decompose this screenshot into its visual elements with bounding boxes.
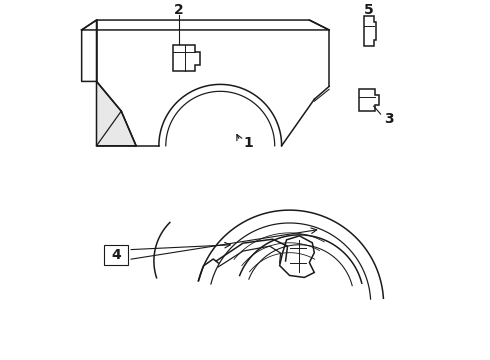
Text: 5: 5 <box>364 3 373 17</box>
Text: 1: 1 <box>243 136 253 150</box>
Text: 3: 3 <box>384 112 393 126</box>
Text: 2: 2 <box>174 3 184 17</box>
Text: 4: 4 <box>111 248 121 262</box>
Polygon shape <box>97 81 136 146</box>
